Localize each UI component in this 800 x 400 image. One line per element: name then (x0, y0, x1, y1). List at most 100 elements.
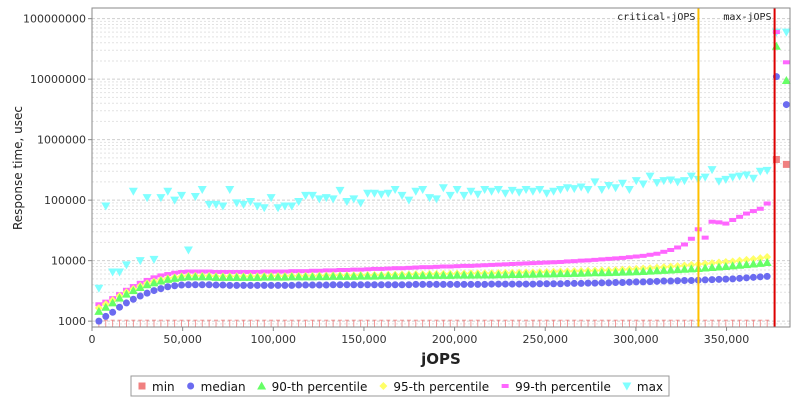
90-th-percentile-point (349, 271, 359, 280)
90-th-percentile-point (721, 262, 731, 271)
max-point (480, 185, 490, 194)
90-th-percentile-point (204, 272, 214, 281)
max-point (177, 191, 187, 200)
median-point (763, 272, 771, 280)
median-point (460, 280, 468, 288)
median-point (488, 280, 496, 288)
median-point (288, 281, 296, 289)
90-th-percentile-point (266, 272, 276, 281)
99-th-percentile-point (281, 269, 289, 274)
90-th-percentile-point (294, 272, 304, 281)
99-th-percentile-point (494, 262, 502, 267)
max-point (252, 202, 262, 211)
99-th-percentile-point (632, 254, 640, 259)
x-axis-title: jOPS (420, 350, 461, 368)
99-th-percentile-point (782, 60, 790, 65)
99-th-percentile-point (687, 236, 695, 241)
median-point (129, 295, 137, 303)
99-th-percentile-point (756, 206, 764, 211)
90-th-percentile-point (335, 271, 345, 280)
median-point (632, 278, 640, 286)
max-point (741, 171, 751, 180)
median-point (439, 280, 447, 288)
median-point (136, 292, 144, 300)
max-jops-label: max-jOPS (723, 12, 771, 23)
max-point (521, 185, 531, 194)
95-th-percentile-point (763, 252, 772, 261)
90-th-percentile-point (397, 271, 407, 280)
99-th-percentile-point (556, 259, 564, 264)
median-point (625, 278, 633, 286)
median-point (605, 279, 613, 287)
90-th-percentile-point (562, 269, 572, 278)
max-point (714, 177, 724, 186)
max-point (597, 185, 607, 194)
series-90-th-percentile (94, 41, 791, 315)
median-point (481, 280, 489, 288)
99-th-percentile-point (605, 256, 613, 261)
90-th-percentile-point (473, 270, 483, 279)
99-th-percentile-point (618, 255, 626, 260)
99-th-percentile-point (515, 261, 523, 266)
min-point (772, 155, 780, 163)
max-point (493, 185, 503, 194)
99-th-percentile-point (178, 269, 186, 274)
90-th-percentile-point (177, 272, 187, 281)
max-point (259, 204, 269, 213)
90-th-percentile-point (252, 272, 262, 281)
90-th-percentile-point (404, 271, 414, 280)
90-th-percentile-point (480, 270, 490, 279)
y-tick-label: 10000 (51, 255, 86, 268)
median-point (612, 279, 620, 287)
median-point (782, 101, 790, 109)
median-point (184, 281, 192, 289)
max-point (239, 200, 249, 209)
median-point (233, 281, 241, 289)
95-th-percentile-point (756, 254, 765, 263)
90-th-percentile-point (507, 270, 517, 279)
90-th-percentile-point (617, 267, 627, 276)
legend-box (130, 375, 670, 397)
90-th-percentile-point (128, 286, 138, 295)
max-point (349, 195, 359, 204)
max-point (735, 172, 745, 181)
90-th-percentile-point (535, 269, 545, 278)
99-th-percentile-point (357, 267, 365, 272)
90-th-percentile-point (314, 272, 324, 281)
90-th-percentile-point (211, 272, 221, 281)
99-th-percentile-point (260, 269, 268, 274)
median-point (536, 280, 544, 288)
median-point (267, 281, 275, 289)
median-point (646, 278, 654, 286)
99-th-percentile-point (715, 220, 723, 225)
x-tick-label: 50,000 (163, 333, 202, 346)
90-th-percentile-point (232, 272, 242, 281)
median-point (742, 274, 750, 282)
90-th-percentile-point (321, 272, 331, 281)
90-th-percentile-point (163, 274, 173, 283)
max-point (115, 268, 125, 277)
95-th-percentile-point (735, 256, 744, 265)
median-point (494, 280, 502, 288)
legend: min median 90-th percentile 95-th percentil… (130, 375, 670, 397)
median-point (246, 281, 254, 289)
max-point (245, 197, 255, 206)
max-point (101, 202, 111, 211)
max-point (328, 195, 338, 204)
95-th-percentile-point (749, 255, 758, 264)
90-th-percentile-point (700, 263, 710, 272)
legend-swatch (379, 382, 388, 390)
max-point (314, 195, 324, 204)
99-th-percentile-point (680, 242, 688, 247)
max-point (611, 184, 621, 193)
median-point (302, 281, 310, 289)
99-th-percentile-point (612, 256, 620, 261)
99-th-percentile-point (308, 268, 316, 273)
median-point (274, 281, 282, 289)
median-point (598, 279, 606, 287)
x-tick-label: 300,000 (613, 333, 659, 346)
99-th-percentile-point (736, 214, 744, 219)
max-point (748, 174, 758, 183)
median-point (343, 281, 351, 289)
99-th-percentile-point (212, 269, 220, 274)
